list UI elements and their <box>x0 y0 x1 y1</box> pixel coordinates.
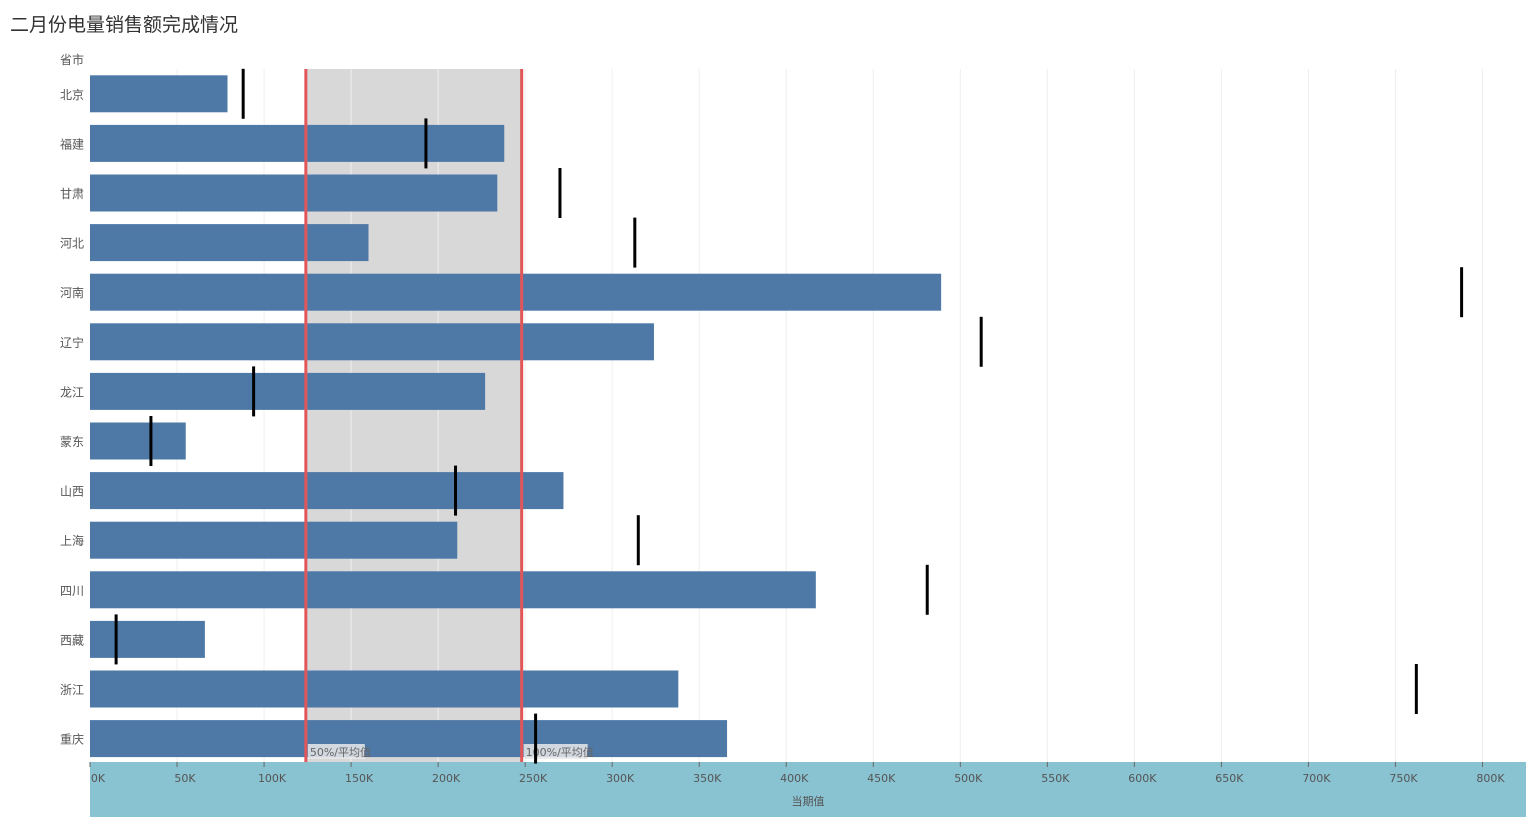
bar[interactable] <box>90 720 728 758</box>
bar[interactable] <box>90 372 486 410</box>
category-label: 辽宁 <box>60 335 84 350</box>
x-axis-band <box>90 762 1526 817</box>
x-tick-label: 450K <box>867 772 896 785</box>
x-tick-label: 100K <box>258 772 287 785</box>
x-axis-title: 当期值 <box>792 794 825 808</box>
bar[interactable] <box>90 472 564 510</box>
category-label: 重庆 <box>60 733 84 747</box>
x-tick-label: 350K <box>693 772 722 785</box>
x-tick-label: 500K <box>954 772 983 785</box>
reference-line-label: 50%/平均值 <box>310 746 371 759</box>
bar[interactable] <box>90 670 679 708</box>
bar[interactable] <box>90 620 205 658</box>
x-tick-label: 650K <box>1215 772 1244 785</box>
category-label: 蒙东 <box>60 435 84 449</box>
x-tick-label: 400K <box>780 772 809 785</box>
category-label: 福建 <box>60 136 84 151</box>
category-label: 龙江 <box>60 385 84 399</box>
reference-label-bg <box>307 744 365 759</box>
x-tick-label: 700K <box>1302 772 1331 785</box>
bar[interactable] <box>90 571 816 609</box>
bar[interactable] <box>90 75 228 113</box>
category-label: 浙江 <box>60 683 84 697</box>
x-tick-label: 200K <box>432 772 461 785</box>
x-tick-label: 250K <box>519 772 548 785</box>
chart-title: 二月份电量销售额完成情况 <box>10 14 239 36</box>
reference-label-bg <box>523 744 588 759</box>
bar[interactable] <box>90 174 498 212</box>
row-header: 省市 <box>60 52 84 67</box>
reference-line-label: 100%/平均值 <box>526 746 594 759</box>
x-tick-label: 0K <box>91 772 106 785</box>
bar[interactable] <box>90 521 458 559</box>
bar[interactable] <box>90 422 186 460</box>
category-label: 甘肃 <box>60 187 84 201</box>
x-tick-label: 800K <box>1476 772 1505 785</box>
bar[interactable] <box>90 273 942 311</box>
x-tick-label: 550K <box>1041 772 1070 785</box>
category-label: 河北 <box>60 237 84 251</box>
category-label: 北京 <box>60 88 84 102</box>
bar[interactable] <box>90 323 654 361</box>
bar[interactable] <box>90 124 505 162</box>
x-tick-label: 600K <box>1128 772 1157 785</box>
bar[interactable] <box>90 224 369 262</box>
reference-band <box>305 69 522 762</box>
x-tick-label: 150K <box>345 772 374 785</box>
category-label: 四川 <box>60 584 84 598</box>
category-label: 上海 <box>60 533 84 548</box>
x-tick-label: 300K <box>606 772 635 785</box>
x-tick-label: 750K <box>1389 772 1418 785</box>
category-label: 西藏 <box>60 633 84 647</box>
category-label: 河南 <box>60 285 84 300</box>
category-label: 山西 <box>60 485 84 499</box>
x-tick-label: 50K <box>174 772 196 785</box>
